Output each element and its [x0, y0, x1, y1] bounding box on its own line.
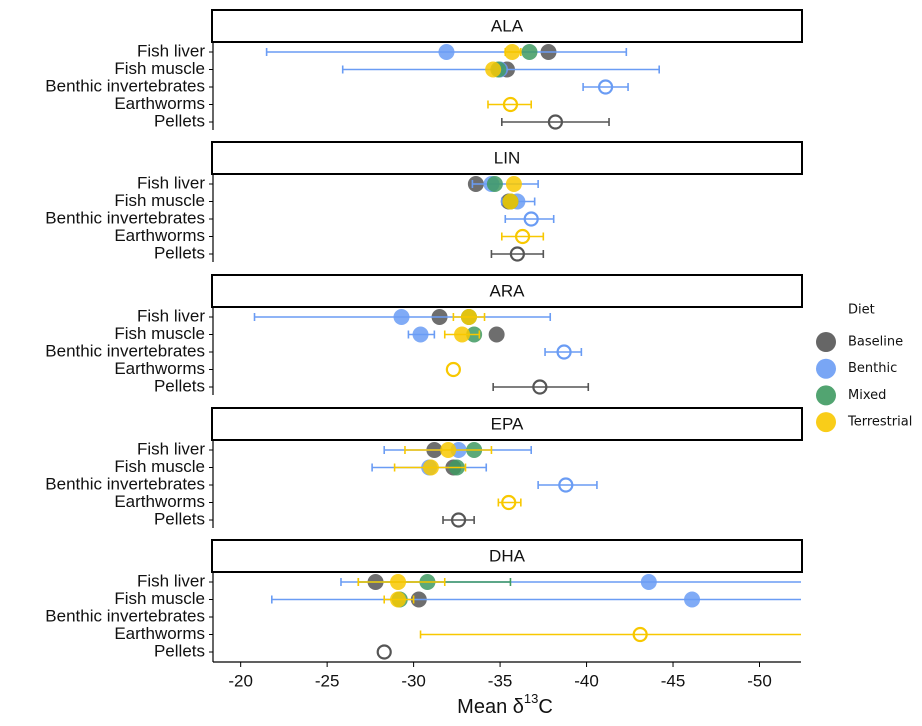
x-tick-label: -40: [574, 671, 599, 690]
facet-title: ALA: [491, 16, 524, 35]
y-tick-label: Earthworms: [114, 359, 205, 378]
plot-area: [265, 44, 660, 130]
point: [502, 96, 519, 113]
x-tick-label: -30: [401, 671, 426, 690]
facet-title: EPA: [491, 414, 524, 433]
x-tick-label: -45: [661, 671, 686, 690]
x-axis-title: Mean δ13C: [457, 691, 553, 718]
point: [547, 114, 564, 130]
x-tick-label: -20: [228, 671, 253, 690]
y-tick-label: Pellets: [154, 641, 205, 660]
y-tick-label: Benthic invertebrates: [45, 208, 205, 227]
x-tick-label: -50: [747, 671, 772, 690]
x-title-prefix: Mean δ: [457, 696, 524, 718]
point: [502, 193, 519, 210]
y-tick-label: Benthic invertebrates: [45, 76, 205, 95]
y-tick-label: Pellets: [154, 243, 205, 262]
facet-strip: [211, 407, 803, 441]
y-tick-label: Earthworms: [114, 94, 205, 113]
facet-strip: [211, 274, 803, 308]
facet-strip: [211, 9, 803, 43]
y-tick-label: Fish liver: [137, 439, 205, 458]
point: [488, 326, 505, 343]
legend-label: Benthic: [848, 361, 897, 376]
facet-strip: [211, 141, 803, 175]
plot-area: [270, 574, 801, 660]
point: [438, 44, 455, 60]
legend-swatch: [816, 332, 836, 352]
point: [523, 211, 539, 227]
y-tick-label: Earthworms: [114, 226, 205, 245]
point: [485, 61, 502, 78]
point: [684, 591, 701, 608]
point: [505, 176, 522, 192]
point: [445, 361, 461, 378]
point: [640, 574, 657, 590]
legend-label: Mixed: [848, 388, 886, 403]
point: [412, 326, 429, 343]
legend-label: Terrestrial: [847, 415, 912, 430]
point: [390, 574, 407, 590]
y-tick-label: Fish liver: [137, 306, 205, 325]
point: [440, 442, 457, 458]
y-tick-label: Benthic invertebrates: [45, 474, 205, 493]
point: [454, 326, 471, 343]
y-tick-label: Fish muscle: [114, 589, 205, 608]
legend-swatch: [816, 385, 836, 406]
x-title-suffix: C: [538, 696, 552, 718]
point: [532, 379, 548, 395]
point: [393, 309, 410, 325]
y-tick-label: Fish liver: [137, 41, 205, 60]
legend-swatch: [816, 358, 836, 379]
facet-title: ARA: [490, 281, 526, 300]
point: [556, 344, 572, 360]
legend-title: Diet: [848, 303, 875, 318]
point: [501, 494, 517, 511]
x-tick-label: -35: [488, 671, 513, 690]
plot-area: [467, 176, 555, 262]
y-tick-label: Earthworms: [114, 624, 205, 643]
point: [460, 309, 477, 325]
y-tick-label: Fish muscle: [114, 59, 205, 78]
y-tick-label: Fish muscle: [114, 191, 205, 210]
plot-area: [371, 442, 598, 528]
point: [390, 591, 407, 608]
facet-title: DHA: [489, 546, 526, 565]
y-tick-label: Fish liver: [137, 571, 205, 590]
y-tick-label: Fish liver: [137, 173, 205, 192]
facet-title: LIN: [494, 148, 520, 167]
point: [422, 459, 439, 476]
point: [486, 176, 503, 192]
x-tick-label: -25: [315, 671, 340, 690]
y-tick-label: Pellets: [154, 509, 205, 528]
legend-swatch: [816, 412, 836, 433]
facet-strip: [211, 539, 803, 573]
x-title-sup: 13: [524, 691, 538, 706]
point: [376, 644, 392, 660]
plot-area: [253, 309, 590, 395]
point: [558, 477, 574, 493]
y-tick-label: Earthworms: [114, 492, 205, 511]
point: [521, 44, 538, 60]
legend-label: Baseline: [848, 335, 903, 350]
y-tick-label: Pellets: [154, 111, 205, 130]
point: [450, 512, 467, 528]
y-tick-label: Benthic invertebrates: [45, 606, 205, 625]
point: [632, 626, 648, 643]
point: [514, 228, 531, 245]
point: [509, 246, 525, 262]
y-tick-label: Fish muscle: [114, 457, 205, 476]
y-tick-label: Fish muscle: [114, 324, 205, 343]
point: [597, 79, 614, 95]
y-tick-label: Benthic invertebrates: [45, 341, 205, 360]
point: [504, 44, 521, 60]
y-tick-label: Pellets: [154, 376, 205, 395]
